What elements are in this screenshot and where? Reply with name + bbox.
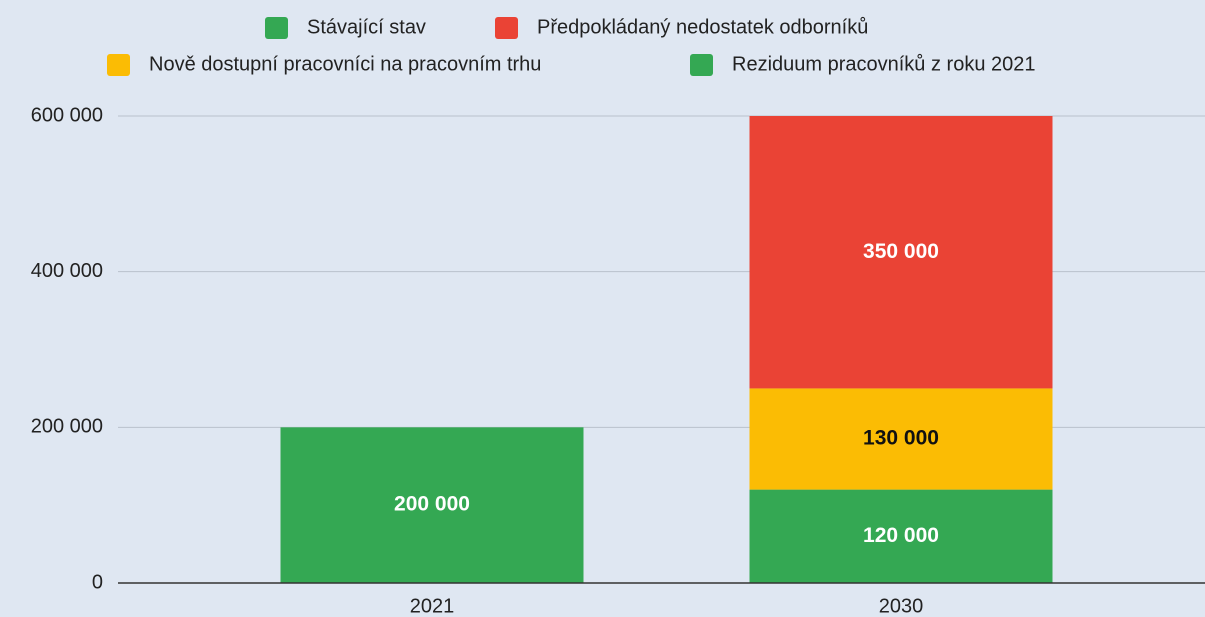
value-label: 130 000 — [863, 427, 939, 450]
bar-segment — [280, 427, 584, 583]
legend-swatch — [690, 54, 713, 76]
legend-swatch — [107, 54, 130, 76]
y-tick-label: 0 — [92, 571, 103, 593]
legend-label: Stávající stav — [307, 16, 426, 38]
value-label: 350 000 — [863, 240, 939, 263]
bar-segment — [749, 388, 1053, 490]
legend-swatch — [495, 17, 518, 39]
x-tick-label: 2030 — [879, 595, 924, 617]
bar-segment — [749, 116, 1053, 389]
legend-swatch — [265, 17, 288, 39]
legend-label: Nově dostupní pracovníci na pracovním tr… — [149, 53, 541, 75]
legend-label: Předpokládaný nedostatek odborníků — [537, 16, 868, 38]
y-tick-label: 200 000 — [31, 416, 103, 438]
value-label: 200 000 — [394, 493, 470, 516]
legend-label: Reziduum pracovníků z roku 2021 — [732, 53, 1036, 75]
x-tick-label: 2021 — [410, 595, 455, 617]
y-tick-label: 400 000 — [31, 260, 103, 282]
bar-segment — [749, 489, 1053, 583]
value-label: 120 000 — [863, 524, 939, 547]
y-tick-label: 600 000 — [31, 104, 103, 126]
